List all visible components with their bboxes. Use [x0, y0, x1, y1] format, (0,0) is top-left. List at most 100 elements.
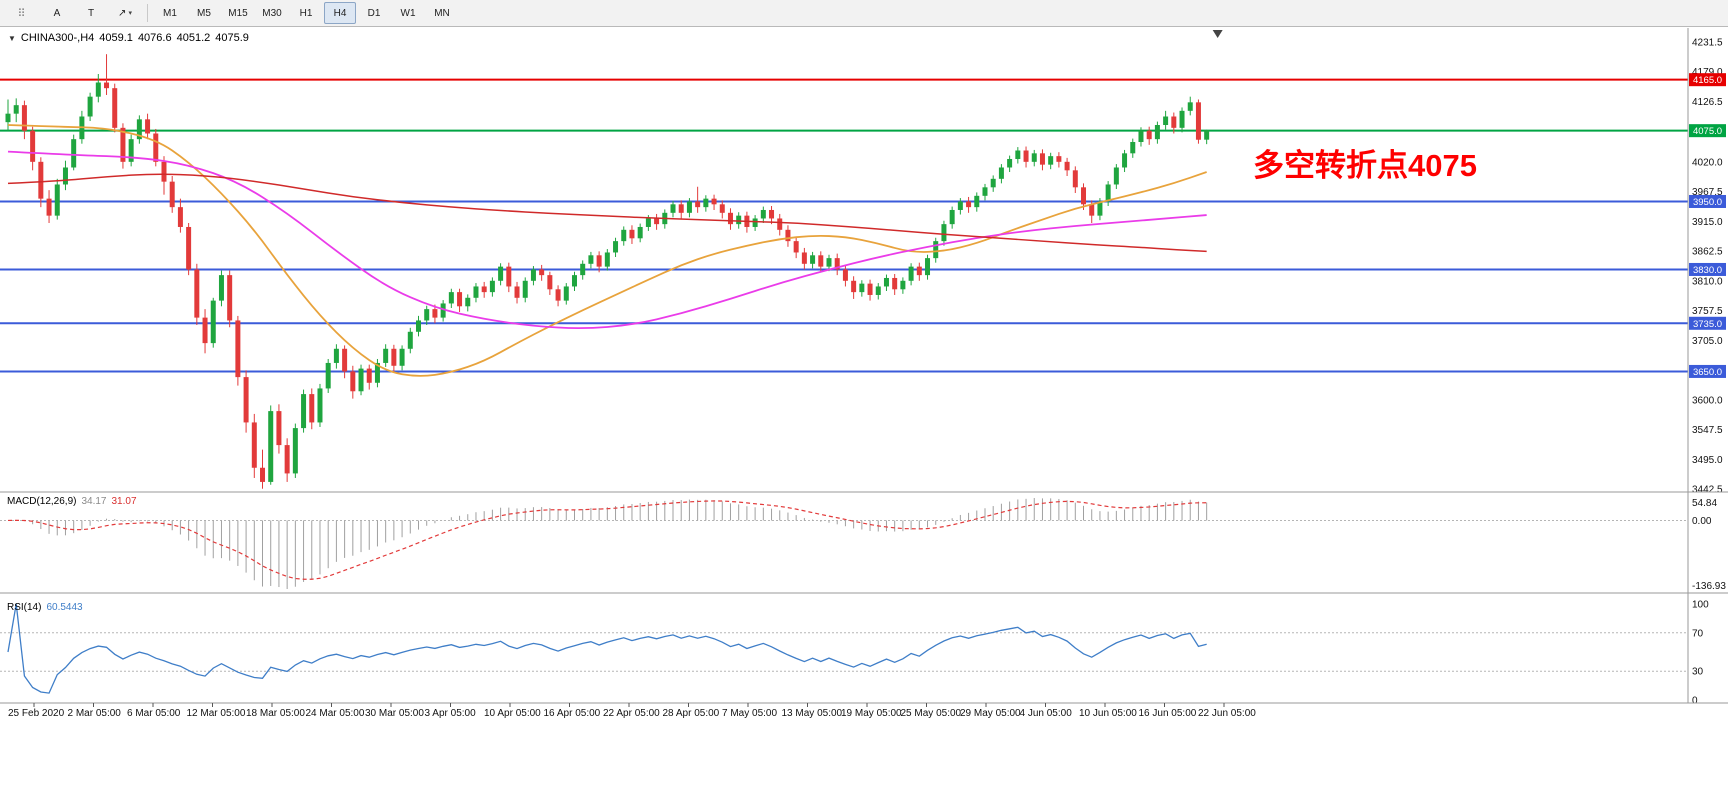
- draw-arrow-tool[interactable]: ↗ ▾: [118, 7, 132, 19]
- time-tick-label: 25 Feb 2020: [8, 708, 65, 719]
- candle-body: [727, 212, 733, 225]
- candle-body: [177, 207, 183, 227]
- candle-body: [949, 209, 955, 225]
- candle-body: [210, 300, 216, 344]
- window-handle-icon[interactable]: ⠿: [17, 7, 25, 20]
- candle-body: [465, 297, 471, 307]
- candle-body: [818, 255, 824, 267]
- candle-body: [916, 266, 922, 276]
- candle-body: [826, 258, 832, 267]
- price-tick-label: 3442.5: [1692, 485, 1723, 496]
- tf-button-mn[interactable]: MN: [434, 7, 450, 19]
- candle-body: [391, 348, 397, 366]
- candle-body: [859, 283, 865, 293]
- candle-body: [834, 258, 840, 270]
- price-tick-label: 3810.0: [1692, 276, 1723, 287]
- candle-body: [153, 133, 159, 162]
- candle-body: [613, 241, 619, 253]
- candle-body: [941, 224, 947, 242]
- time-tick-label: 24 Mar 05:00: [306, 708, 365, 719]
- arrow-cursor-tool[interactable]: A: [53, 7, 61, 19]
- candle-body: [473, 286, 479, 298]
- chevron-down-icon: ▾: [128, 10, 132, 17]
- time-tick-label: 16 Jun 05:00: [1139, 708, 1197, 719]
- candle-body: [1089, 204, 1095, 216]
- candle-body: [284, 445, 290, 474]
- time-tick-label: 12 Mar 05:00: [187, 708, 246, 719]
- macd-axis-zero: 0.00: [1692, 516, 1712, 527]
- candle-body: [974, 195, 980, 208]
- candle-body: [399, 348, 405, 366]
- price-badge-label: 4075.0: [1693, 126, 1722, 137]
- tf-button-m5[interactable]: M5: [197, 7, 211, 19]
- candle-body: [145, 119, 151, 134]
- candle-body: [571, 275, 577, 287]
- candle-body: [333, 348, 339, 363]
- candle-body: [925, 258, 931, 276]
- candle-body: [1163, 116, 1169, 125]
- candle-body: [350, 371, 356, 392]
- candle-body: [654, 218, 660, 225]
- chart-collapse-icon[interactable]: ▼: [8, 34, 16, 43]
- price-tick-label: 3547.5: [1692, 425, 1723, 436]
- candle-body: [900, 280, 906, 290]
- candle-body: [424, 309, 430, 321]
- candle-body: [1023, 150, 1029, 162]
- time-tick-label: 3 Apr 05:00: [425, 708, 477, 719]
- candle-body: [883, 277, 889, 287]
- candle-body: [998, 167, 1004, 179]
- candle-body: [514, 286, 520, 298]
- text-tool[interactable]: T: [87, 7, 95, 19]
- time-tick-label: 2 Mar 05:00: [68, 708, 122, 719]
- tf-button-h1[interactable]: H1: [299, 7, 313, 19]
- macd-main-value: 34.17: [81, 496, 107, 507]
- ma-fast-orange: [7, 124, 1207, 377]
- candle-body: [547, 275, 553, 290]
- tf-button-m30[interactable]: M30: [262, 7, 282, 19]
- time-tick-label: 10 Jun 05:00: [1079, 708, 1137, 719]
- tf-button-m1[interactable]: M1: [163, 7, 177, 19]
- scroll-end-marker-icon[interactable]: [1212, 30, 1223, 38]
- candle-body: [301, 394, 307, 429]
- candle-body: [1113, 167, 1119, 185]
- toolbar: ⠿ A T ↗ ▾ M1 M5 M15 M30 H1 H4 D1 W1 MN: [0, 0, 1728, 27]
- candle-body: [1204, 130, 1210, 140]
- price-badge-label: 3650.0: [1693, 367, 1722, 378]
- candle-body: [851, 280, 857, 293]
- candle-body: [251, 422, 257, 468]
- candle-body: [276, 411, 282, 446]
- chart-header: ▼ CHINA300-,H4 4059.1 4076.6 4051.2 4075.9: [8, 32, 254, 44]
- tf-button-d1[interactable]: D1: [367, 7, 381, 19]
- candle-body: [629, 229, 635, 239]
- ohlc-open: 4059.1: [99, 32, 133, 44]
- candle-body: [539, 269, 545, 276]
- toolbar-separator: [147, 4, 148, 22]
- candle-body: [1187, 102, 1193, 111]
- candle-body: [1154, 124, 1160, 140]
- candle-body: [810, 255, 816, 264]
- candle-body: [13, 105, 19, 114]
- tf-button-w1[interactable]: W1: [400, 7, 416, 19]
- price-badge-label: 3950.0: [1693, 197, 1722, 208]
- candle-body: [678, 204, 684, 213]
- candle-body: [62, 167, 68, 185]
- candle-body: [260, 467, 266, 482]
- tf-button-m15[interactable]: M15: [228, 7, 248, 19]
- ohlc-close: 4075.9: [215, 32, 249, 44]
- price-tick-label: 4126.5: [1692, 97, 1723, 108]
- time-tick-label: 25 May 05:00: [901, 708, 962, 719]
- rsi-line: [7, 603, 1207, 694]
- rsi-indicator-label: RSI(14) 60.5443: [7, 602, 83, 613]
- candle-body: [243, 377, 249, 423]
- candle-body: [1039, 153, 1045, 165]
- candle-body: [358, 368, 364, 392]
- annotation-text[interactable]: 多空转折点4075: [1253, 148, 1477, 183]
- macd-name: MACD(12,26,9): [7, 496, 77, 507]
- candle-body: [194, 269, 200, 318]
- candle-body: [448, 292, 454, 304]
- candle-body: [112, 88, 118, 128]
- candle-body: [30, 130, 36, 162]
- tf-button-h4[interactable]: H4: [324, 2, 356, 24]
